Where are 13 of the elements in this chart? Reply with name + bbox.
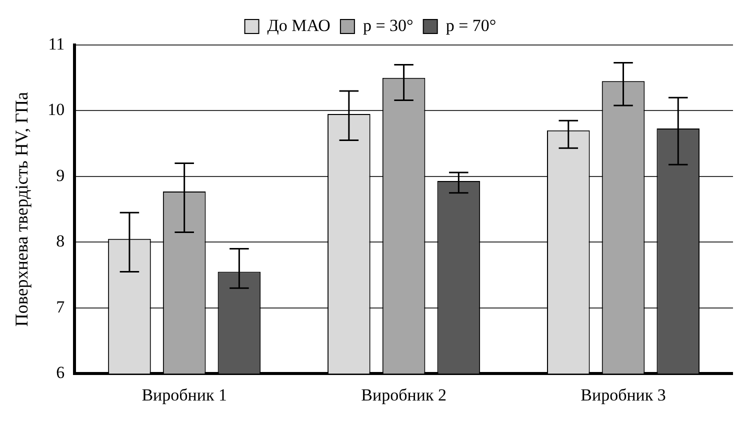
y-tick-label: 10	[48, 100, 65, 120]
legend-label: p = 30°	[362, 16, 414, 35]
legend-label: До МАО	[267, 16, 330, 35]
y-axis-title: Поверхнева твердість HV, ГПа	[12, 92, 32, 327]
y-tick-label: 9	[56, 166, 65, 185]
x-tick-label: Виробник 1	[142, 385, 227, 404]
x-tick-label: Виробник 2	[361, 385, 446, 404]
legend-label: p = 70°	[446, 16, 496, 35]
x-tick-label: Виробник 3	[580, 385, 666, 404]
y-tick-label: 7	[56, 297, 66, 316]
y-tick-label: 11	[48, 34, 65, 54]
y-tick-label: 8	[56, 232, 65, 251]
y-tick-label: 6	[56, 363, 65, 382]
